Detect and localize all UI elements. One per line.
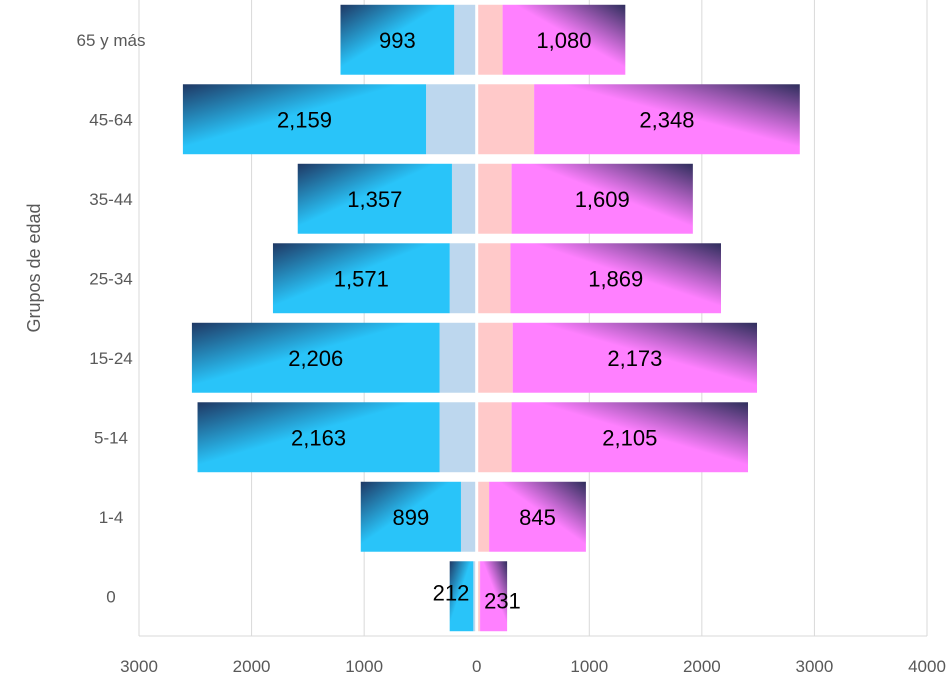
x-tick-label: 3000 bbox=[120, 657, 158, 676]
x-tick-label: 4000 bbox=[908, 657, 946, 676]
bar-inner-left bbox=[451, 163, 477, 234]
bar-right bbox=[511, 402, 749, 473]
x-tick-label: 0 bbox=[472, 657, 481, 676]
bar-right bbox=[480, 561, 508, 632]
x-tick-label: 3000 bbox=[796, 657, 834, 676]
data-label: 845 bbox=[519, 505, 556, 530]
bar-right bbox=[534, 84, 800, 155]
y-axis-title: Grupos de edad bbox=[24, 203, 44, 332]
x-tick-label: 1000 bbox=[345, 657, 383, 676]
data-label: 1,609 bbox=[575, 187, 630, 212]
bar-left bbox=[340, 4, 455, 75]
bar-inner-left bbox=[426, 84, 477, 155]
y-tick-label: 5-14 bbox=[94, 428, 128, 447]
bar-left bbox=[197, 402, 440, 473]
bar-inner-left bbox=[449, 243, 477, 314]
data-label: 1,869 bbox=[588, 266, 643, 291]
data-label: 2,173 bbox=[607, 346, 662, 371]
y-tick-label: 45-64 bbox=[89, 110, 132, 129]
bar-inner-right bbox=[476, 163, 512, 234]
x-tick-label: 1000 bbox=[570, 657, 608, 676]
bar-inner-right bbox=[476, 243, 511, 314]
bar-left bbox=[191, 322, 440, 393]
data-label: 2,163 bbox=[291, 425, 346, 450]
bar-inner-right bbox=[476, 561, 481, 632]
y-tick-label: 0 bbox=[106, 587, 115, 606]
data-label: 993 bbox=[379, 28, 416, 53]
bar-inner-left bbox=[454, 4, 477, 75]
data-label: 2,348 bbox=[639, 107, 694, 132]
bar-left bbox=[449, 561, 474, 632]
bar-left bbox=[360, 481, 461, 552]
bar-inner-right bbox=[476, 84, 535, 155]
bar-left bbox=[182, 84, 427, 155]
data-label: 1,571 bbox=[334, 266, 389, 291]
data-label: 212 bbox=[433, 580, 470, 605]
bar-inner-right bbox=[476, 402, 512, 473]
data-label: 2,159 bbox=[277, 107, 332, 132]
y-tick-label: 1-4 bbox=[99, 508, 124, 527]
bar-right bbox=[511, 163, 693, 234]
bar-right bbox=[502, 4, 626, 75]
bar-inner-right bbox=[476, 322, 513, 393]
bar-left bbox=[272, 243, 450, 314]
bar-inner-left bbox=[439, 322, 477, 393]
y-tick-label: 25-34 bbox=[89, 269, 132, 288]
bar-inner-left bbox=[473, 561, 477, 632]
y-tick-label: 15-24 bbox=[89, 349, 132, 368]
bar-inner-left bbox=[439, 402, 477, 473]
y-tick-label: 65 y más bbox=[77, 31, 146, 50]
bar-right bbox=[489, 481, 586, 552]
bar-inner-right bbox=[476, 4, 503, 75]
x-tick-label: 2000 bbox=[233, 657, 271, 676]
data-label: 2,105 bbox=[602, 425, 657, 450]
data-label: 1,080 bbox=[536, 28, 591, 53]
data-label: 1,357 bbox=[347, 187, 402, 212]
bar-inner-left bbox=[460, 481, 477, 552]
bar-inner-right bbox=[476, 481, 490, 552]
x-tick-label: 2000 bbox=[683, 657, 721, 676]
data-label: 2,206 bbox=[288, 346, 343, 371]
y-tick-label: 35-44 bbox=[89, 190, 132, 209]
bar-left bbox=[297, 163, 452, 234]
bar-right bbox=[510, 243, 721, 314]
bar-right bbox=[512, 322, 758, 393]
data-label: 899 bbox=[393, 505, 430, 530]
data-label: 231 bbox=[484, 588, 521, 613]
